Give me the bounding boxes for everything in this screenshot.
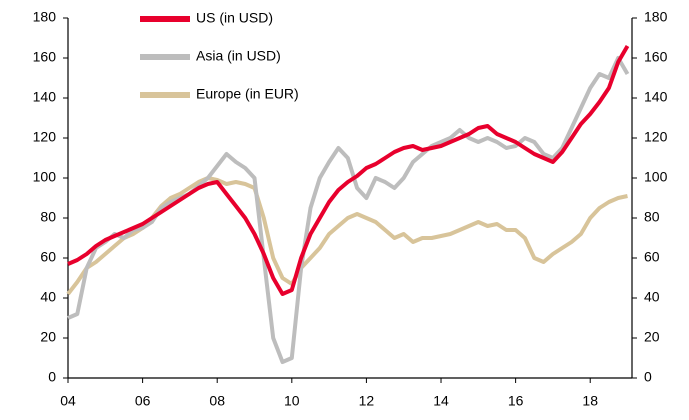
x-tick-label: 12 bbox=[359, 393, 375, 409]
y-tick-label: 100 bbox=[33, 169, 57, 185]
y2-tick-label: 120 bbox=[644, 129, 668, 145]
legend-label: US (in USD) bbox=[196, 10, 273, 26]
series-line bbox=[67, 44, 630, 296]
y2-tick-label: 20 bbox=[644, 329, 660, 345]
y2-tick-label: 0 bbox=[644, 369, 652, 385]
y2-tick-label: 140 bbox=[644, 89, 668, 105]
x-tick-label: 16 bbox=[508, 393, 524, 409]
x-tick-label: 14 bbox=[433, 393, 449, 409]
y-tick-label: 60 bbox=[40, 249, 56, 265]
x-tick-label: 08 bbox=[209, 393, 225, 409]
y-tick-label: 80 bbox=[40, 209, 56, 225]
x-tick-label: 10 bbox=[284, 393, 300, 409]
legend-label: Asia (in USD) bbox=[196, 48, 281, 64]
y-tick-label: 160 bbox=[33, 49, 57, 65]
x-tick-label: 04 bbox=[60, 393, 76, 409]
y2-tick-label: 40 bbox=[644, 289, 660, 305]
x-tick-label: 18 bbox=[582, 393, 598, 409]
y2-tick-label: 60 bbox=[644, 249, 660, 265]
y2-tick-label: 160 bbox=[644, 49, 668, 65]
y-tick-label: 40 bbox=[40, 289, 56, 305]
y-tick-label: 20 bbox=[40, 329, 56, 345]
y-tick-label: 120 bbox=[33, 129, 57, 145]
y-tick-label: 180 bbox=[33, 9, 57, 25]
legend-label: Europe (in EUR) bbox=[196, 86, 299, 102]
y2-tick-label: 180 bbox=[644, 9, 668, 25]
y2-tick-label: 100 bbox=[644, 169, 668, 185]
series-line bbox=[66, 176, 628, 296]
y-tick-label: 140 bbox=[33, 89, 57, 105]
y2-tick-label: 80 bbox=[644, 209, 660, 225]
series-line bbox=[67, 56, 630, 364]
y-tick-label: 0 bbox=[48, 369, 56, 385]
x-tick-label: 06 bbox=[135, 393, 151, 409]
